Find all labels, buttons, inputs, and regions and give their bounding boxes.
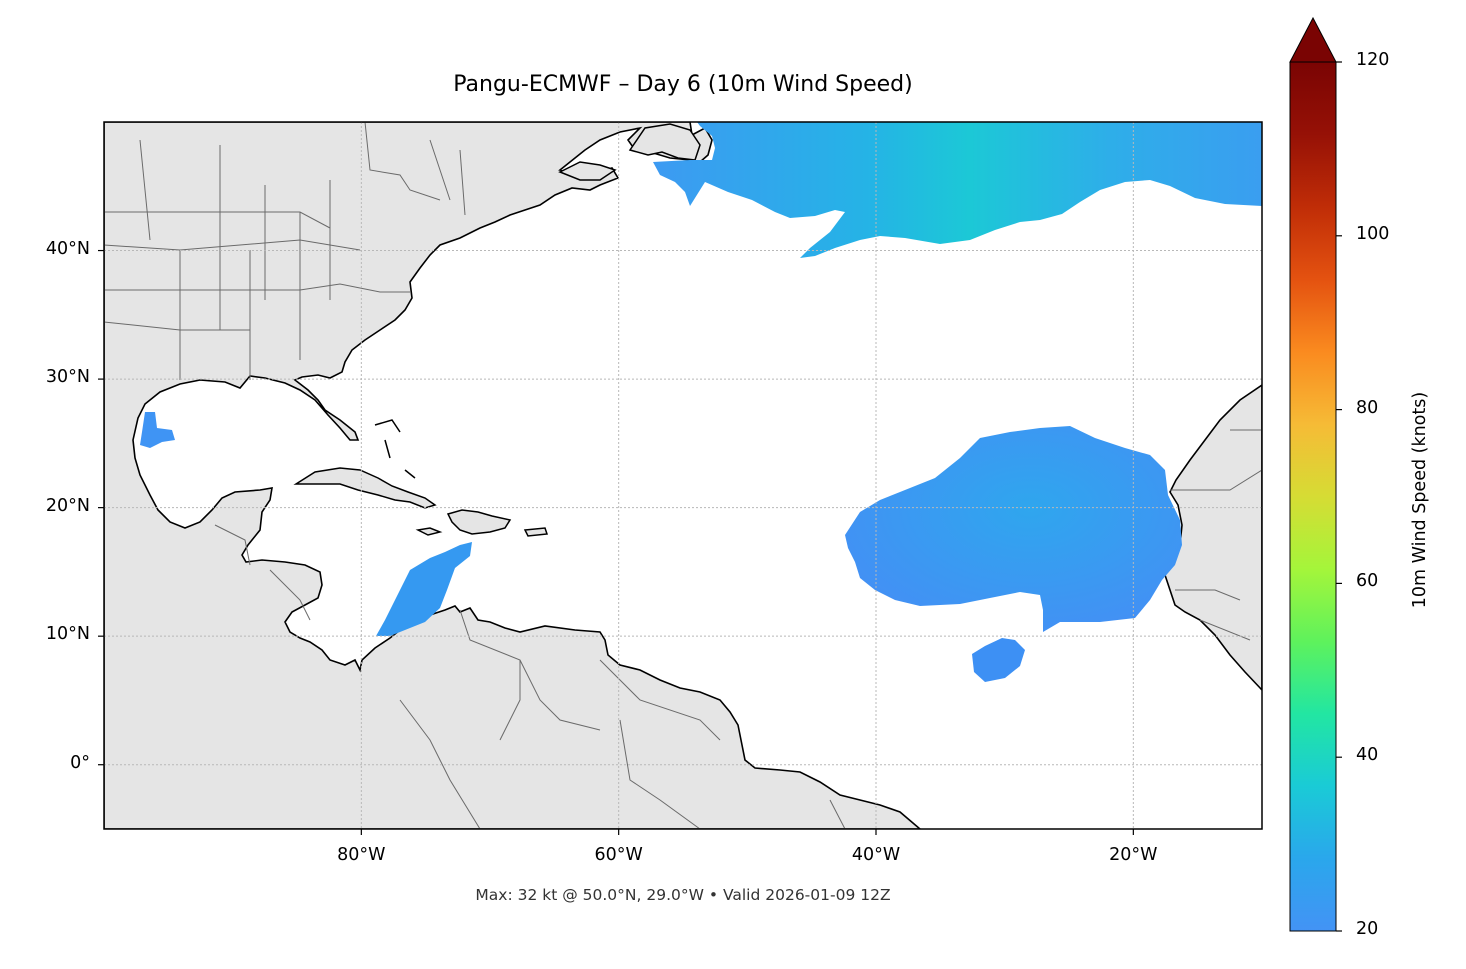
colorbar-ticks xyxy=(1336,61,1342,932)
colorbar-tick-label: 100 xyxy=(1356,223,1390,244)
lat-tick-label: 0° xyxy=(70,752,90,773)
colorbar-tick-label: 80 xyxy=(1356,397,1379,418)
lat-tick-label: 20°N xyxy=(45,495,90,516)
newfoundland-island xyxy=(628,123,701,161)
colorbar-gradient xyxy=(1289,61,1337,932)
colorbar-tick-label: 40 xyxy=(1356,745,1379,766)
colorbar-label: 10m Wind Speed (knots) xyxy=(1410,391,1430,609)
wind-region-cape-verde xyxy=(972,638,1025,682)
puerto-rico-island xyxy=(523,527,549,537)
graticule xyxy=(104,122,1262,829)
wind-region-trade-winds xyxy=(845,426,1182,632)
bahamas-islands xyxy=(374,419,416,479)
lon-tick-label: 20°W xyxy=(1109,845,1158,865)
nova-scotia xyxy=(558,161,617,181)
lon-tick-label: 80°W xyxy=(337,845,386,865)
jamaica-island xyxy=(415,527,443,536)
axis-ticks xyxy=(98,249,1134,835)
wind-region-north-atlantic xyxy=(653,122,1262,258)
map-content xyxy=(104,122,1262,829)
wind-region-gulf xyxy=(140,412,175,448)
lat-tick-label: 10°N xyxy=(45,624,90,645)
colorbar-tick-label: 60 xyxy=(1356,571,1379,592)
map-footer-note: Max: 32 kt @ 50.0°N, 29.0°W • Valid 2026… xyxy=(475,886,891,904)
colorbar-extend-arrow xyxy=(1289,16,1337,63)
map-frame xyxy=(103,121,1263,830)
wind-region-caribbean xyxy=(376,542,472,636)
hispaniola-island xyxy=(446,509,512,535)
lat-tick-label: 30°N xyxy=(45,367,90,388)
map-title: Pangu-ECMWF – Day 6 (10m Wind Speed) xyxy=(453,72,913,97)
north-america-land xyxy=(104,122,922,829)
lat-tick-label: 40°N xyxy=(45,238,90,259)
lon-tick-label: 40°W xyxy=(851,845,901,865)
lon-tick-label: 60°W xyxy=(594,845,643,865)
colorbar-tick-label: 20 xyxy=(1356,919,1379,939)
cuba-island xyxy=(293,467,437,509)
colorbar xyxy=(1289,16,1342,932)
wind-speed-field xyxy=(140,122,1262,682)
colorbar-tick-label: 120 xyxy=(1356,50,1390,70)
